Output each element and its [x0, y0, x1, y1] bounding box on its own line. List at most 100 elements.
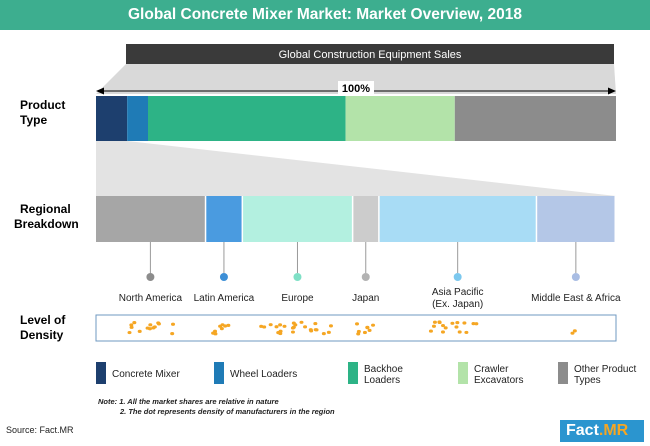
density-dot: [455, 321, 460, 325]
region-segment-europe: [243, 196, 352, 242]
legend-label: Loaders: [364, 375, 400, 386]
density-dot: [457, 330, 462, 334]
density-dot: [211, 331, 216, 335]
region-segment-latin-america: [206, 196, 242, 242]
density-dot: [291, 325, 296, 329]
row-label-density-line1: Level of: [20, 313, 66, 327]
product-segment-concrete-mixer: [96, 96, 128, 141]
density-dot: [437, 320, 442, 324]
density-dot: [303, 325, 308, 329]
region-pin-dot: [361, 273, 370, 281]
region-pin-dot: [146, 273, 155, 281]
density-dot: [145, 326, 150, 330]
density-dot: [431, 324, 436, 328]
density-dot: [278, 331, 283, 336]
legend-swatch-concrete-mixer: [96, 362, 106, 384]
fact-mr-logo: Fact.MR: [560, 420, 644, 442]
regional-breakdown-bar: [96, 196, 615, 242]
legend-swatch-wheel-loaders: [214, 362, 224, 384]
density-dot: [282, 324, 287, 328]
region-pin-dot: [571, 273, 580, 281]
legend-label: Other Product: [574, 364, 636, 375]
total-arrow-left-head: [96, 87, 104, 95]
source-label: Source: Fact.MR: [6, 425, 74, 435]
density-dot: [223, 324, 228, 328]
density-dot: [171, 322, 176, 326]
density-dot: [148, 323, 153, 327]
zoom-funnel: [96, 141, 616, 196]
density-dot: [321, 332, 326, 336]
logo-text-part1: Fact: [566, 422, 599, 439]
logo-text-part2: .MR: [598, 422, 629, 439]
density-dot: [464, 330, 469, 335]
region-label: Latin America: [194, 293, 255, 304]
density-dot: [454, 325, 459, 329]
note-line-2: 2. The dot represents density of manufac…: [120, 407, 335, 416]
density-dot: [450, 321, 455, 325]
density-dot: [137, 329, 142, 333]
density-dot: [156, 322, 161, 326]
legend-swatch-crawler-excavators: [458, 362, 468, 384]
density-dot: [218, 324, 223, 328]
region-label-line2: (Ex. Japan): [432, 299, 483, 310]
legend-label: Backhoe: [364, 364, 403, 375]
density-dot: [441, 323, 446, 328]
legend-label: Excavators: [474, 375, 523, 386]
density-dot: [259, 324, 264, 328]
density-dot: [367, 328, 372, 332]
row-label-product-type-line1: Product: [20, 98, 65, 112]
density-dot: [129, 325, 134, 329]
density-dot: [313, 321, 318, 326]
density-dot: [432, 320, 437, 324]
legend-label: Crawler: [474, 364, 509, 375]
region-pin-dot: [453, 273, 462, 281]
density-dot: [371, 323, 376, 327]
region-label: Asia Pacific: [432, 287, 484, 298]
density-dot: [570, 331, 575, 335]
region-segment-japan: [353, 196, 379, 242]
density-dot: [471, 322, 476, 326]
total-label: 100%: [342, 83, 370, 95]
density-dot: [440, 330, 445, 334]
region-pins: North America Latin America Europe Japan Asi…: [119, 242, 621, 310]
density-dot: [129, 323, 134, 327]
banner-label: Global Construction Equipment Sales: [279, 49, 462, 61]
density-dot: [362, 330, 367, 335]
product-segment-other-product-types: [454, 96, 616, 141]
row-label-regional-line2: Breakdown: [14, 217, 79, 231]
region-pin-dot: [293, 273, 302, 281]
density-dot: [428, 329, 433, 333]
density-dot: [443, 326, 448, 330]
region-pin-dot: [219, 273, 228, 281]
legend: Concrete Mixer Wheel Loaders BackhoeLoader…: [96, 362, 636, 386]
region-segment-middle-east-africa: [537, 196, 615, 242]
density-dot: [328, 324, 333, 328]
density-dot: [326, 330, 331, 334]
region-label: Europe: [281, 293, 314, 304]
chart-title: Global Concrete Mixer Market: Market Ove…: [0, 0, 650, 30]
product-segment-backhoe-loaders: [148, 96, 346, 141]
product-type-bar: [96, 96, 616, 141]
density-dot: [356, 329, 361, 334]
density-dot: [365, 326, 370, 330]
density-dot: [226, 323, 231, 327]
region-segment-asia-pacific: [379, 196, 536, 242]
density-dot: [151, 326, 156, 330]
density-dot: [309, 329, 314, 333]
density-dot: [127, 330, 132, 335]
density-dot: [170, 332, 175, 336]
density-dot: [268, 323, 273, 327]
note-line-1: Note: 1. All the market shares are relat…: [98, 397, 279, 406]
product-segment-crawler-excavators: [345, 96, 455, 141]
density-dot: [278, 323, 283, 327]
total-label-bg: [338, 81, 374, 95]
region-label: Middle East & Africa: [531, 293, 621, 304]
density-dot: [274, 325, 279, 329]
density-dot: [355, 322, 360, 326]
region-label: Japan: [352, 293, 379, 304]
density-dot: [219, 327, 224, 331]
density-dot: [474, 322, 479, 326]
density-dot: [262, 325, 267, 329]
legend-label: Types: [574, 375, 601, 386]
